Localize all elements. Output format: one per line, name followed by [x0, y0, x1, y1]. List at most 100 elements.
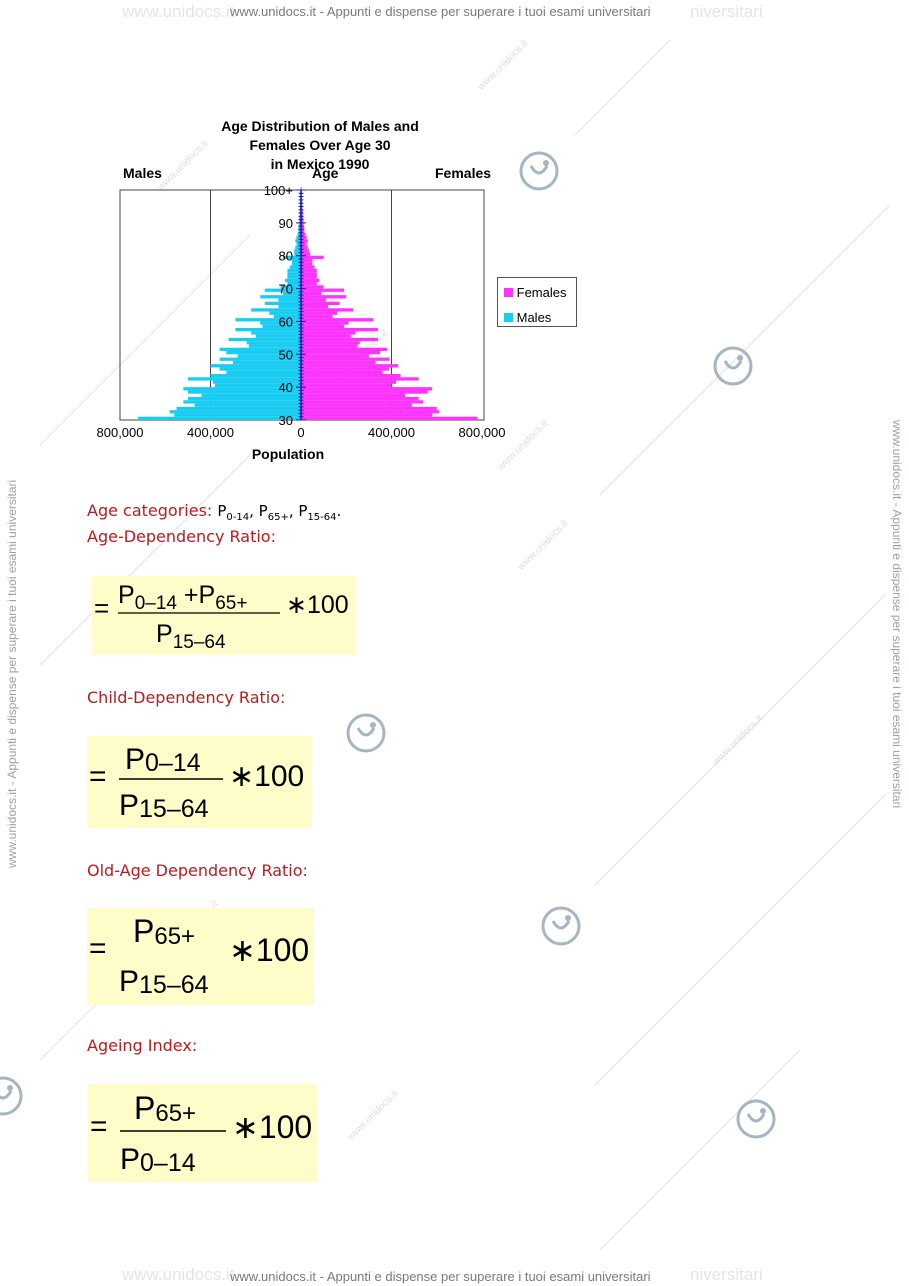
- y-tick-label-6: 90: [279, 216, 293, 231]
- bar-males-age-81: [294, 249, 301, 253]
- bar-males-age-62: [269, 311, 301, 315]
- formula-times: ∗100: [232, 1109, 312, 1145]
- bar-females-age-77: [301, 262, 313, 266]
- bar-males-age-89: [298, 222, 301, 227]
- age-categories-list: P0-14, P65+, P15-64.: [217, 502, 342, 523]
- formula-denominator: P15–64: [119, 789, 209, 823]
- bar-females-age-86: [301, 232, 306, 236]
- bar-females-age-75: [301, 268, 317, 273]
- bar-males-age-40: [215, 383, 301, 388]
- legend-item-females: Females: [504, 284, 566, 300]
- header-males: Males: [123, 165, 162, 181]
- bar-males-age-57: [235, 328, 301, 332]
- old-age-dependency-formula: = P65+ P15–64 ∗100: [87, 908, 314, 1005]
- bar-males-age-86: [297, 232, 301, 236]
- x-tick-label-2: 0: [297, 425, 304, 440]
- bar-females-age-34: [301, 403, 412, 407]
- bar-males-age-66: [278, 298, 301, 302]
- bar-males-age-34: [194, 403, 301, 407]
- y-tick-label-4: 70: [279, 282, 293, 297]
- bar-males-age-45: [219, 367, 301, 371]
- formula-numerator: P0–14 +P65+: [118, 581, 247, 614]
- bar-females-age-41: [301, 380, 397, 384]
- bar-males-age-68: [282, 291, 301, 296]
- bar-females-age-55: [301, 334, 351, 338]
- bar-males-age-48: [219, 357, 301, 361]
- formula-numerator: P0–14: [125, 743, 201, 777]
- legend-item-males: Males: [504, 309, 551, 325]
- age-dependency-ratio-label: Age-Dependency Ratio:: [87, 527, 276, 546]
- header-age: Age: [312, 165, 339, 181]
- bar-females-age-100: [301, 186, 302, 190]
- bar-females-age-63: [301, 308, 354, 312]
- bar-males-age-54: [228, 337, 301, 342]
- bar-females-age-79: [301, 255, 324, 259]
- bar-females-age-68: [301, 291, 322, 296]
- bar-males-age-44: [226, 370, 301, 374]
- bar-males-age-59: [260, 321, 301, 325]
- watermark-footer[interactable]: www.unidocs.it - Appunti e dispense per …: [230, 1269, 651, 1284]
- bar-females-age-78: [301, 259, 313, 263]
- bar-females-age-49: [301, 354, 369, 358]
- bar-males-age-85: [296, 236, 301, 240]
- bar-males-age-63: [251, 308, 301, 312]
- bar-females-age-81: [301, 249, 309, 253]
- bar-females-age-84: [301, 239, 308, 243]
- bar-males-age-43: [210, 374, 301, 378]
- bar-males-age-46: [210, 364, 301, 368]
- bar-females-age-53: [301, 341, 360, 345]
- formula-denominator: P15–64: [119, 965, 209, 999]
- formula-times: ∗100: [229, 760, 304, 793]
- formula-times: ∗100: [229, 932, 309, 968]
- bar-males-age-30: [138, 416, 301, 420]
- chart-title-line1: Age Distribution of Males and Females Ov…: [221, 118, 419, 153]
- formula-eq: =: [90, 1110, 108, 1143]
- legend-label-females: Females: [516, 285, 567, 301]
- bar-males-age-58: [262, 324, 301, 328]
- bar-males-age-38: [187, 390, 301, 394]
- watermark-faint-top-left: www.unidocs.it: [122, 2, 235, 21]
- bar-males-age-78: [291, 259, 301, 263]
- y-tick-label-2: 50: [279, 347, 293, 362]
- legend-swatch-males: [504, 313, 513, 323]
- bar-females-age-40: [301, 383, 392, 388]
- bar-females-age-30: [301, 416, 478, 420]
- bar-females-age-54: [301, 337, 378, 342]
- bar-males-age-72: [285, 278, 301, 282]
- bar-males-age-36: [187, 397, 301, 401]
- formula-eq: =: [89, 760, 107, 793]
- unidocs-logo-icon: [346, 713, 386, 753]
- bar-females-age-57: [301, 328, 378, 332]
- bar-males-age-74: [287, 272, 301, 276]
- bar-males-age-71: [287, 282, 301, 286]
- bar-females-age-61: [301, 314, 333, 319]
- bar-females-age-46: [301, 364, 399, 368]
- bar-males-age-82: [295, 245, 301, 250]
- bar-females-age-38: [301, 390, 428, 394]
- bar-females-age-51: [301, 347, 387, 351]
- child-dependency-ratio-label: Child-Dependency Ratio:: [87, 688, 286, 707]
- bar-males-age-61: [273, 314, 301, 319]
- unidocs-logo-icon: [519, 151, 559, 191]
- bar-females-age-50: [301, 351, 381, 355]
- bar-males-age-67: [260, 295, 301, 299]
- bar-females-age-87: [301, 229, 305, 233]
- bar-males-age-69: [264, 288, 301, 292]
- bar-females-age-48: [301, 357, 390, 361]
- bar-males-age-42: [187, 377, 301, 381]
- bar-females-age-58: [301, 324, 344, 328]
- watermark-header[interactable]: www.unidocs.it - Appunti e dispense per …: [230, 4, 651, 19]
- bar-females-age-67: [301, 295, 347, 299]
- bar-males-age-55: [255, 334, 301, 338]
- formula-numerator: P65+: [133, 913, 195, 950]
- bar-females-age-44: [301, 370, 383, 374]
- formula-eq: =: [89, 932, 107, 965]
- x-axis-label: Population: [252, 446, 324, 462]
- y-tick-label-0: 30: [279, 413, 293, 428]
- bar-females-age-64: [301, 305, 329, 309]
- bar-females-age-45: [301, 367, 390, 371]
- bar-females-age-76: [301, 265, 315, 269]
- unidocs-logo-icon: [0, 1076, 23, 1116]
- bar-males-age-51: [219, 347, 301, 351]
- bar-females-age-74: [301, 272, 317, 276]
